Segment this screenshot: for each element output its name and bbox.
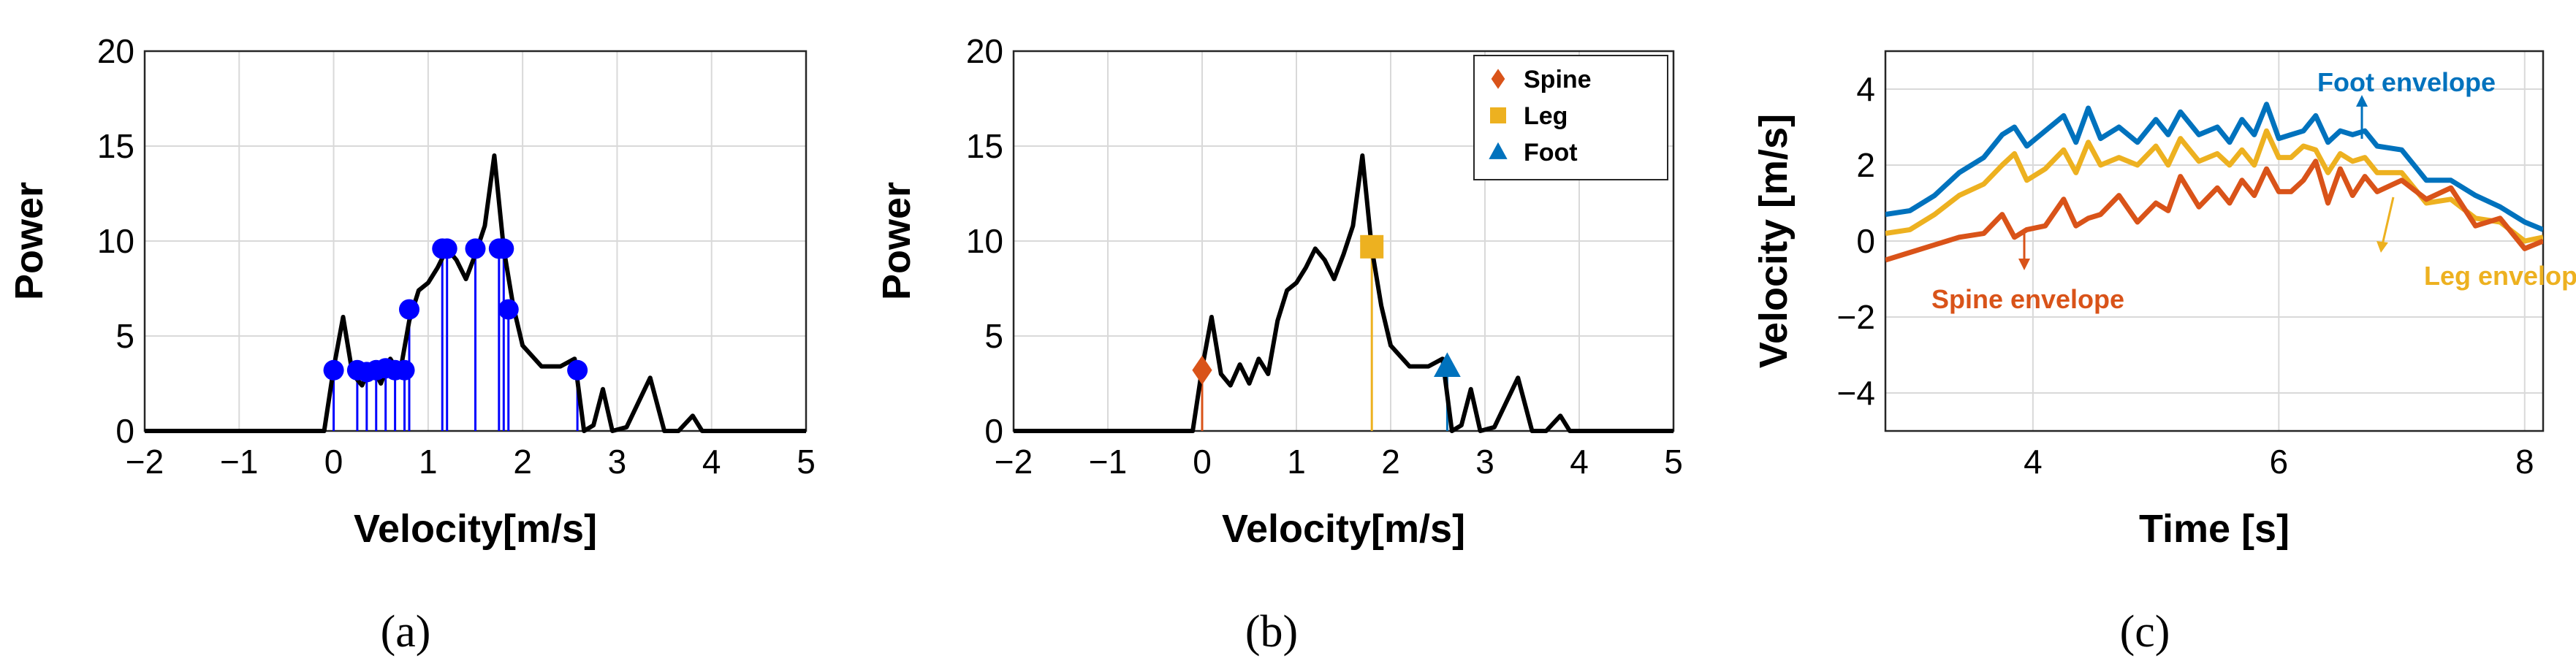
panel-a-label: (a) <box>381 607 431 657</box>
x-axis-label: Time [s] <box>2139 507 2290 551</box>
x-tick-label: 6 <box>2270 443 2289 481</box>
y-tick-label: 5 <box>984 317 1003 355</box>
x-axis-label: Velocity[m/s] <box>1222 507 1465 551</box>
panel-b-velocity-power-segments: −2 −1 0 1 2 3 4 5 0 5 10 15 20 Velocity[m/s] Power Spin… <box>875 32 1683 551</box>
x-tick-label: 3 <box>1475 443 1494 481</box>
y-tick-label: 2 <box>1856 146 1875 184</box>
axes-frame <box>1012 50 1675 432</box>
legend-symbol-spine <box>1491 69 1505 89</box>
legend: Spine Leg Foot <box>1473 55 1668 180</box>
annotation-spine-envelope: Spine envelope <box>1931 284 2124 314</box>
y-tick-label: 20 <box>97 32 134 70</box>
y-tick-label: 0 <box>1856 222 1875 260</box>
y-tick-label: 5 <box>115 317 134 355</box>
legend-symbol-foot <box>1489 142 1508 159</box>
x-tick-label: 3 <box>608 443 627 481</box>
y-axis-label: Power <box>875 182 919 300</box>
x-tick-label: 5 <box>1664 443 1683 481</box>
legend-label-foot: Foot <box>1524 139 1578 167</box>
series-line-foot-envelope <box>1885 102 2543 232</box>
annotation-foot-envelope: Foot envelope <box>2317 67 2496 97</box>
peak-marker <box>436 238 457 259</box>
peak-marker <box>323 359 344 381</box>
legend-label-spine: Spine <box>1524 66 1592 93</box>
x-tick-label: 4 <box>2024 443 2043 481</box>
y-tick-label: 0 <box>115 412 134 450</box>
segment-marker-spine <box>1192 355 1212 385</box>
annotation-arrowhead-foot <box>2356 95 2368 107</box>
y-tick-label: 20 <box>966 32 1003 70</box>
peak-marker <box>465 238 486 259</box>
segment-marker-foot <box>1434 352 1461 377</box>
annotation-arrowhead-leg <box>2376 241 2388 253</box>
x-tick-label: 1 <box>1287 443 1306 481</box>
x-tick-label: 2 <box>513 443 532 481</box>
x-tick-label: −2 <box>126 443 164 481</box>
y-tick-label: 0 <box>984 412 1003 450</box>
y-tick-label: 15 <box>966 127 1003 165</box>
y-axis-label: Power <box>7 182 51 300</box>
y-tick-label: −2 <box>1837 298 1875 336</box>
panel-a-velocity-power-peaks: −2 −1 0 1 2 3 4 5 0 5 10 15 20 Velocity[m/s] Power <box>7 32 816 551</box>
x-tick-label: 8 <box>2515 443 2534 481</box>
power-spectrum-line <box>1014 153 1673 433</box>
x-tick-label: −1 <box>220 443 258 481</box>
x-tick-label: 4 <box>702 443 721 481</box>
x-tick-label: 4 <box>1570 443 1589 481</box>
annotation-leg-envelope: Leg envelope <box>2424 261 2576 291</box>
x-tick-label: 5 <box>797 443 816 481</box>
peak-marker <box>498 299 519 320</box>
annotation-arrow-leg <box>2381 196 2395 245</box>
x-tick-label: −1 <box>1089 443 1127 481</box>
y-tick-label: 10 <box>97 222 134 260</box>
legend-symbol-leg <box>1490 107 1506 123</box>
annotation-arrowhead-spine <box>2018 259 2030 270</box>
series-line-leg-envelope <box>1885 128 2543 244</box>
panel-b-label: (b) <box>1245 607 1298 657</box>
peak-marker <box>567 359 588 381</box>
segment-marker-leg <box>1360 234 1384 259</box>
y-tick-label: 10 <box>966 222 1003 260</box>
annotations: Foot envelope Leg envelope Spine envelope <box>1931 67 2576 314</box>
series-line-spine-envelope <box>1885 159 2543 263</box>
peak-marker <box>493 238 514 259</box>
x-tick-label: 2 <box>1381 443 1400 481</box>
panel-c-label: (c) <box>2120 607 2170 657</box>
x-tick-label: 0 <box>1193 443 1212 481</box>
peak-marker <box>394 359 415 381</box>
x-tick-label: 1 <box>419 443 438 481</box>
y-axis-label: Velocity [m/s] <box>1752 114 1796 368</box>
x-axis-label: Velocity[m/s] <box>354 507 597 551</box>
legend-label-leg: Leg <box>1524 102 1568 130</box>
series-group <box>1885 102 2543 263</box>
y-tick-label: 4 <box>1856 70 1875 108</box>
panel-c-velocity-envelopes: 4 6 8 −4 −2 0 2 4 Time [s] Velocity [m/s] Foot env… <box>1752 50 2576 551</box>
x-tick-label: −2 <box>995 443 1033 481</box>
peak-marker <box>399 299 419 320</box>
x-tick-label: 0 <box>324 443 343 481</box>
y-tick-label: −4 <box>1837 374 1875 412</box>
y-tick-label: 15 <box>97 127 134 165</box>
